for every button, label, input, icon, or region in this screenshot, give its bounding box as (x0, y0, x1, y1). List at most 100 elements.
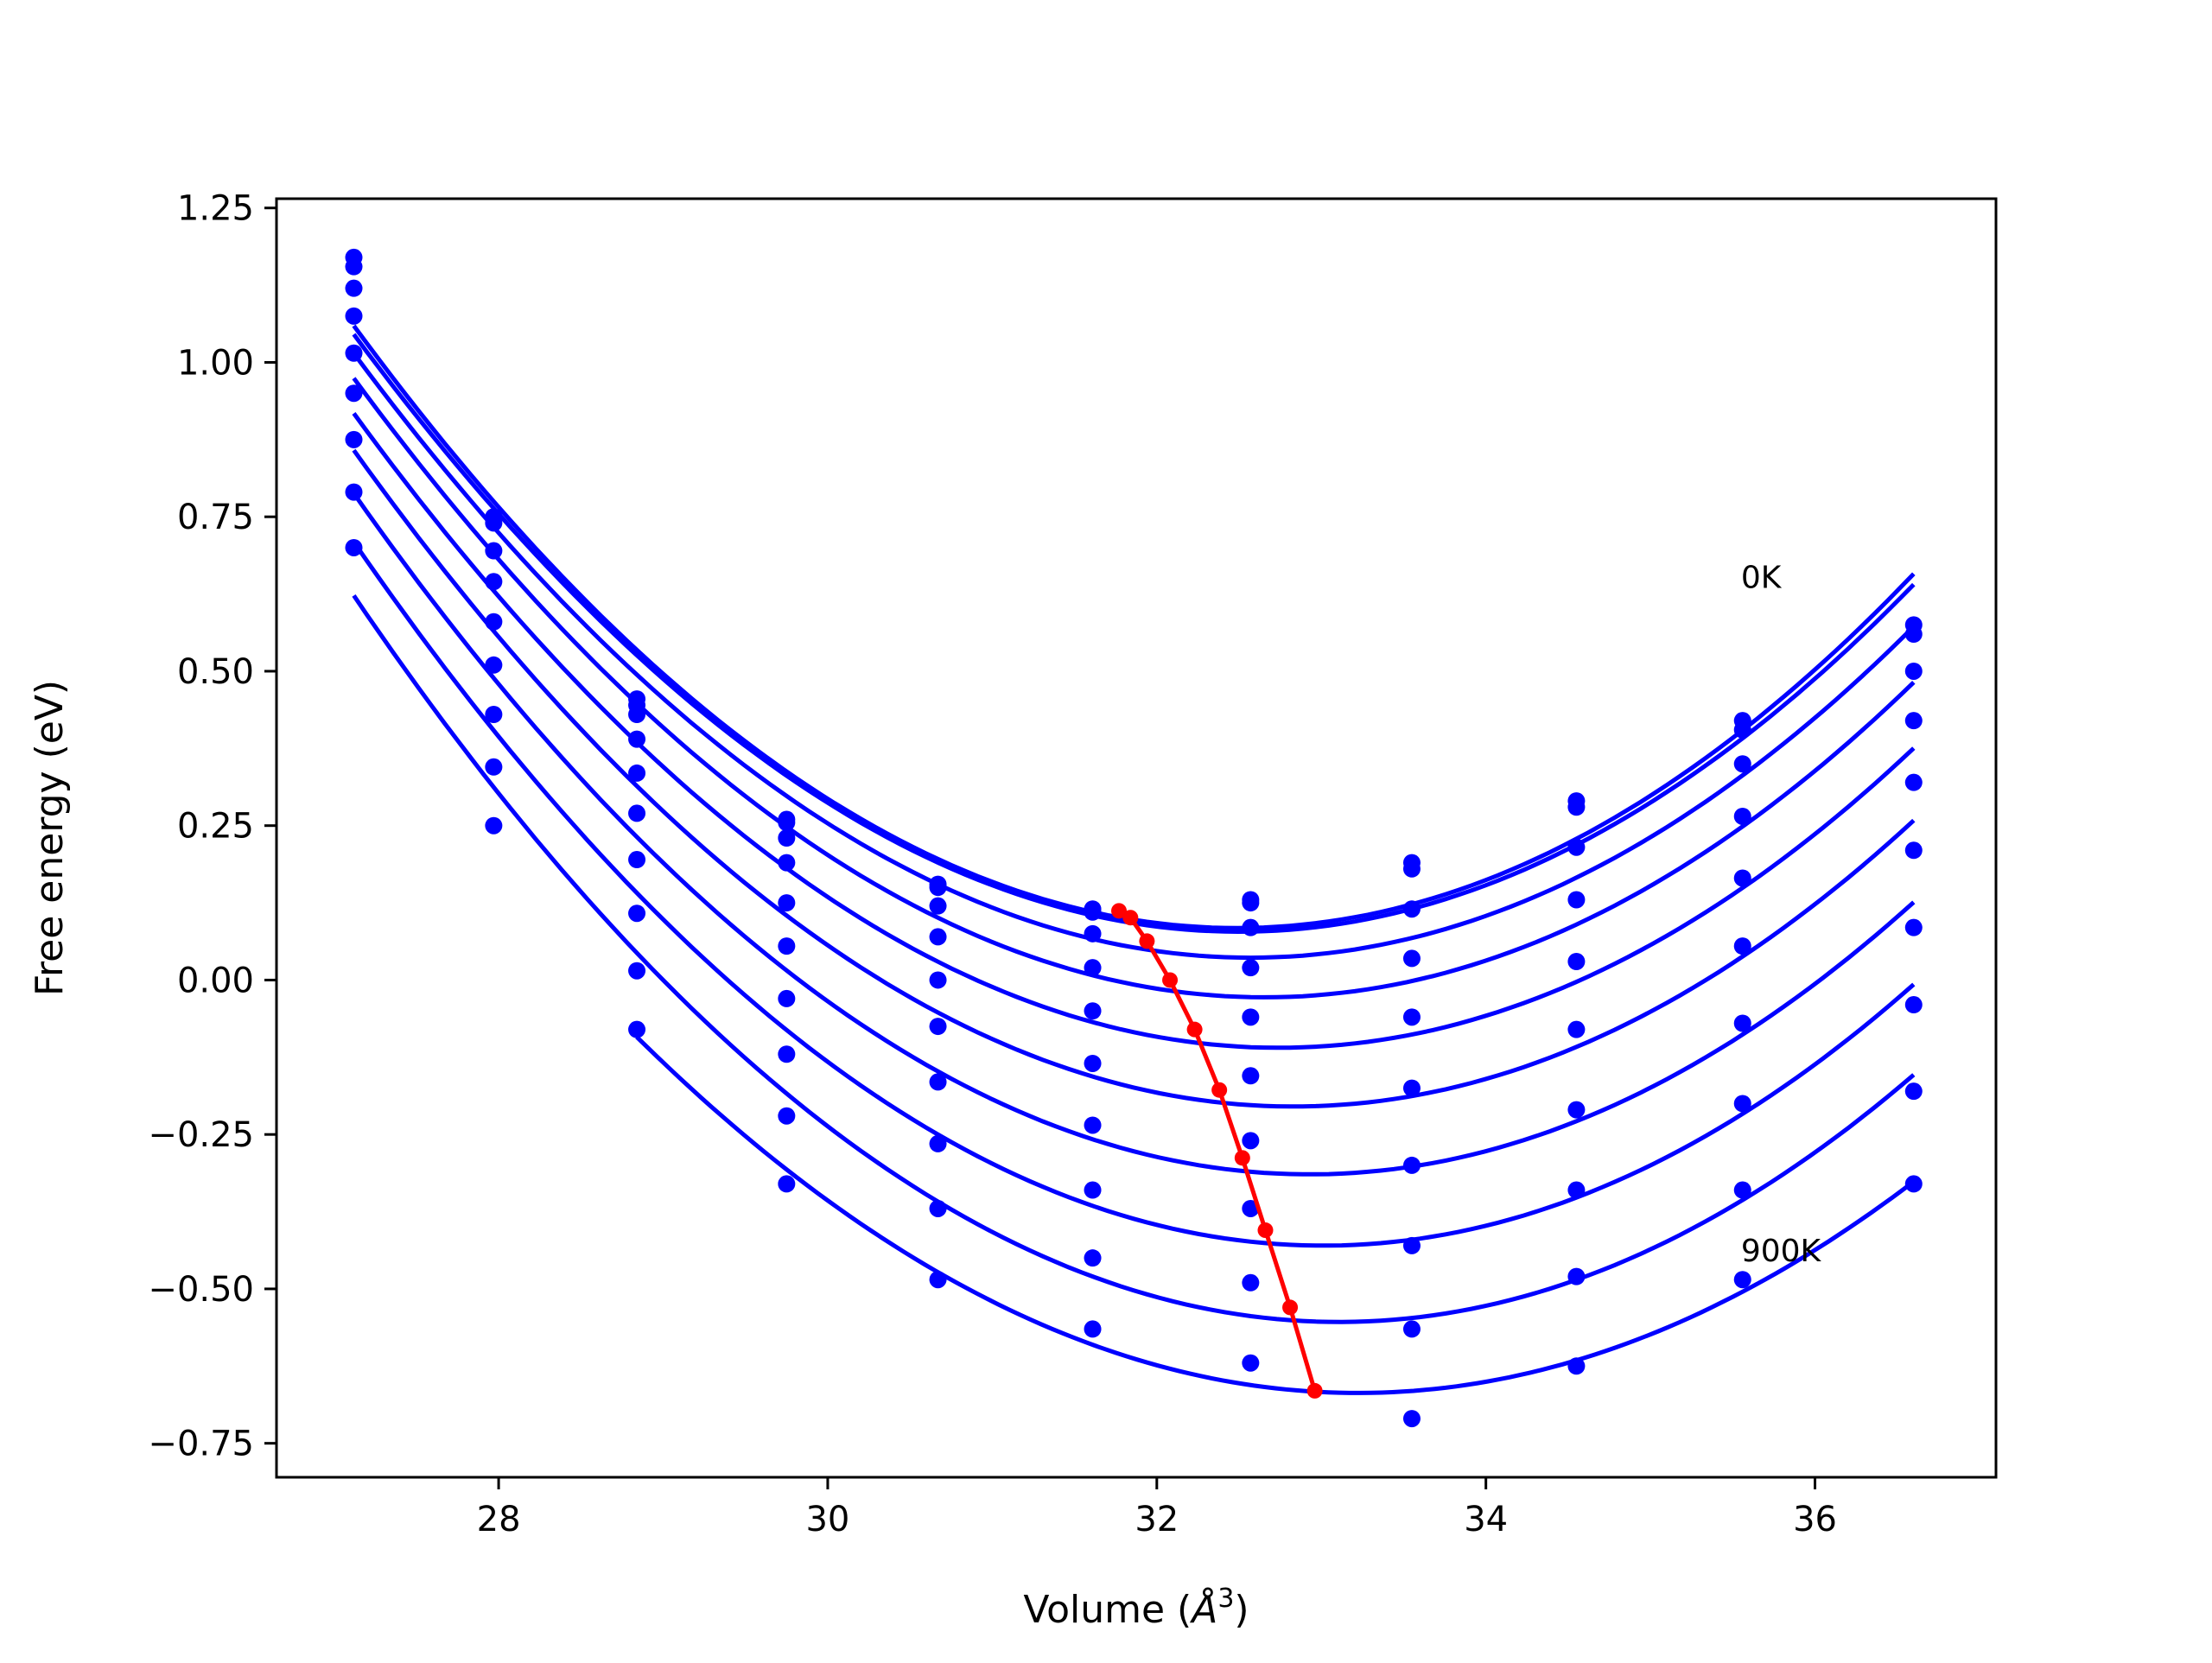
data-point (929, 1073, 947, 1091)
fit-curve-6 (352, 492, 1916, 1177)
data-point (1402, 1008, 1421, 1026)
minimum-point (1234, 1150, 1250, 1166)
data-point (1567, 798, 1586, 816)
data-point (1402, 860, 1421, 878)
data-point (345, 307, 363, 325)
data-point (929, 897, 947, 915)
data-point (1402, 1320, 1421, 1338)
x-tick-label: 32 (1135, 1500, 1179, 1539)
data-point (1084, 1002, 1102, 1020)
minimum-point (1282, 1299, 1299, 1316)
fit-curves (352, 324, 1916, 1395)
data-point (1904, 625, 1923, 644)
data-point (1084, 903, 1102, 921)
y-tick-label: 1.25 (177, 189, 254, 229)
fit-curve-2 (352, 352, 1916, 961)
data-point (778, 989, 796, 1007)
fit-curve-5 (352, 448, 1916, 1109)
data-point (1567, 891, 1586, 909)
data-point (345, 430, 363, 448)
minimum-point (1162, 972, 1179, 988)
data-point (778, 854, 796, 872)
data-point (1904, 841, 1923, 860)
data-point (1084, 1116, 1102, 1134)
minimum-point (1122, 910, 1139, 926)
data-point (485, 816, 503, 835)
data-point (1733, 1181, 1751, 1199)
data-point (485, 706, 503, 724)
data-point (1733, 720, 1751, 739)
data-point (485, 758, 503, 776)
y-tick-label: −0.75 (148, 1425, 254, 1464)
minimum-point (1139, 933, 1155, 949)
data-point (1084, 1320, 1102, 1338)
data-point (929, 1271, 947, 1289)
x-axis-label-close: ) (1234, 1588, 1249, 1632)
minimum-path-line (1117, 909, 1317, 1392)
x-axis-label: Volume (Å3) (1023, 1584, 1249, 1632)
minimum-point (1306, 1382, 1323, 1399)
data-point (1733, 1271, 1751, 1289)
data-point (929, 1134, 947, 1152)
minimum-point (1257, 1222, 1274, 1239)
data-point (1733, 1014, 1751, 1032)
minimum-point (1186, 1021, 1203, 1038)
data-point (778, 1107, 796, 1125)
minimum-point (1211, 1082, 1228, 1098)
data-point (1904, 662, 1923, 680)
data-point (628, 730, 646, 748)
data-point (1567, 952, 1586, 970)
data-point (1567, 1357, 1586, 1375)
data-point (929, 928, 947, 946)
fit-curve-7 (352, 540, 1916, 1248)
data-point (778, 1175, 796, 1193)
data-point (485, 573, 503, 591)
data-point (1242, 1067, 1260, 1085)
data-point (485, 542, 503, 560)
y-tick-label: −0.25 (148, 1115, 254, 1155)
data-point (1733, 807, 1751, 825)
data-point (1242, 918, 1260, 936)
data-point (1242, 959, 1260, 977)
x-tick-label: 34 (1464, 1500, 1508, 1539)
y-tick-label: 1.00 (177, 343, 254, 383)
data-points (345, 248, 1923, 1428)
data-point (1242, 894, 1260, 912)
data-point (1904, 1175, 1923, 1193)
data-point (778, 1045, 796, 1063)
data-point (1084, 1181, 1102, 1199)
data-point (1242, 1354, 1260, 1372)
data-point (1904, 996, 1923, 1014)
data-point (1904, 712, 1923, 730)
data-point (345, 384, 363, 403)
temperature-annotation: 900K (1741, 1234, 1822, 1269)
data-point (929, 1018, 947, 1036)
data-point (1084, 924, 1102, 943)
annotations: 0K 900K (1741, 560, 1822, 1268)
fit-curve-8 (352, 593, 1916, 1324)
data-point (929, 971, 947, 989)
data-point (1242, 1273, 1260, 1292)
x-tick-label: 28 (477, 1500, 521, 1539)
data-point (778, 937, 796, 955)
data-point (1904, 773, 1923, 791)
data-point (628, 804, 646, 822)
data-point (778, 829, 796, 847)
data-point (628, 764, 646, 782)
data-point (1567, 1181, 1586, 1199)
data-point (628, 851, 646, 869)
data-point (1733, 755, 1751, 773)
plot-frame (275, 197, 1998, 1479)
data-point (628, 1020, 646, 1038)
y-tick-label: 0.75 (177, 498, 254, 537)
x-tick-label: 30 (805, 1500, 849, 1539)
data-point (345, 483, 363, 501)
data-point (1567, 1101, 1586, 1119)
data-point (929, 879, 947, 897)
data-point (1084, 959, 1102, 977)
data-point (485, 514, 503, 532)
y-tick-label: −0.50 (148, 1270, 254, 1310)
x-tick-label: 36 (1793, 1500, 1837, 1539)
y-axis-label: Free energy (eV) (28, 680, 72, 996)
